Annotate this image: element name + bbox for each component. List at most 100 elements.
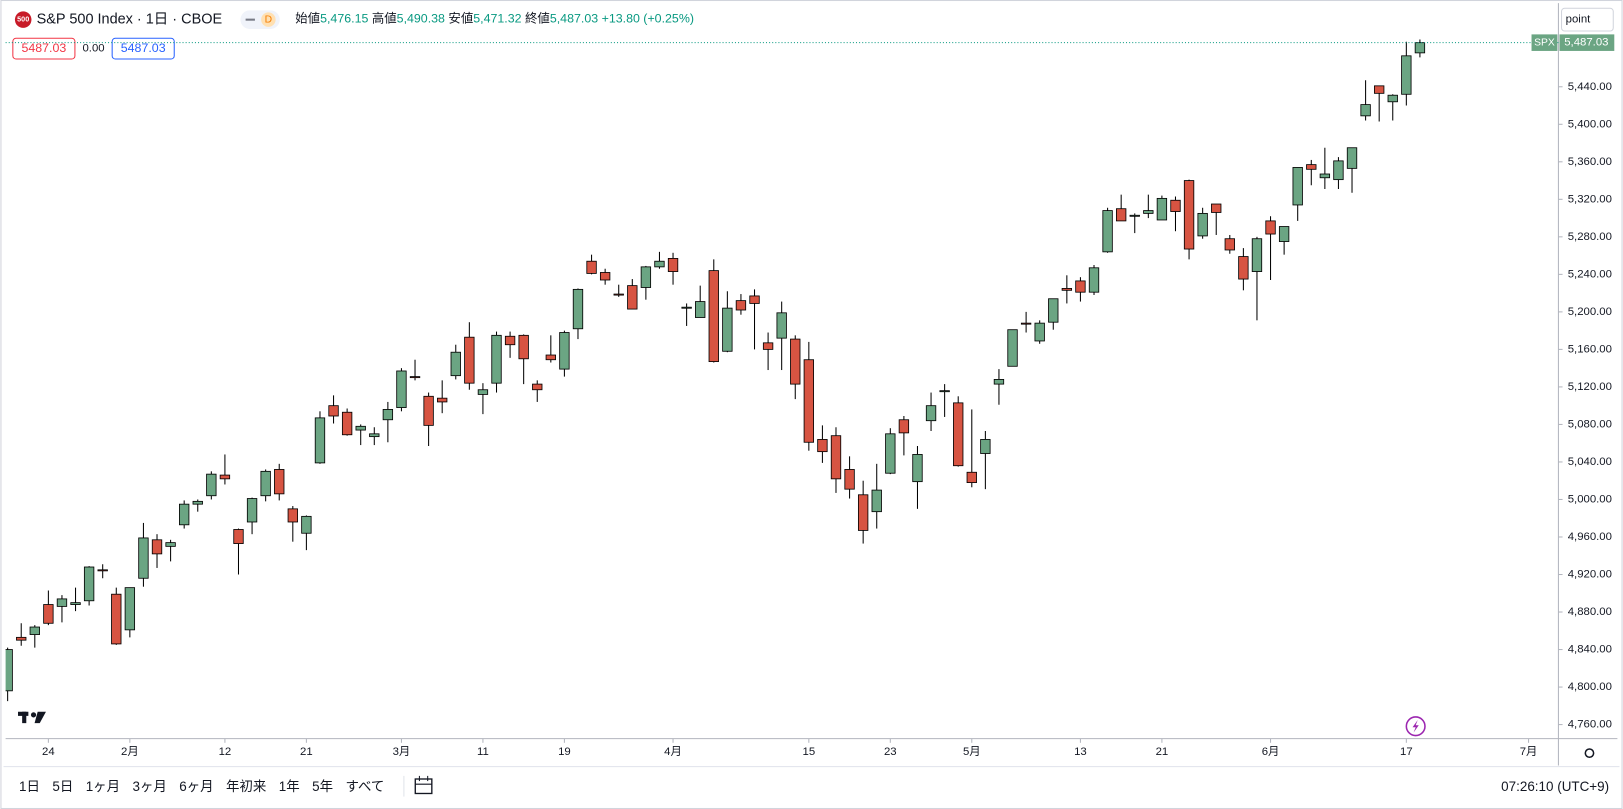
y-tick-label: 4,960.00: [1568, 531, 1612, 543]
ohlc-text: 始値5,476.15 高値5,490.38 安値5,471.32 終値5,487…: [295, 11, 694, 26]
candle-body: [477, 389, 489, 395]
scale-button[interactable]: [1561, 7, 1614, 32]
candle-body: [667, 258, 679, 272]
candle-body: [1211, 203, 1222, 213]
sell-box[interactable]: [12, 37, 76, 60]
candle-body: [966, 471, 977, 484]
candle-body: [1292, 167, 1303, 206]
range-button[interactable]: 6ヶ月: [179, 779, 213, 794]
x-tick-label: 13: [1074, 746, 1087, 758]
candle-body: [532, 383, 543, 391]
x-tick-label: 21: [300, 746, 313, 758]
candle-body: [790, 338, 801, 385]
candle-body: [1156, 197, 1168, 221]
candle-body: [1170, 199, 1181, 212]
plot: [5, 39, 1426, 702]
candle-body: [871, 489, 882, 513]
candle-body: [165, 542, 176, 547]
ohlc-label: 安値: [448, 11, 473, 26]
separator: ·: [168, 11, 181, 27]
candle-body: [1251, 238, 1263, 272]
candle-body: [1061, 288, 1073, 291]
candle-body: [776, 312, 787, 339]
price-value: 5,487.03: [1564, 37, 1608, 49]
candle-body: [640, 266, 652, 288]
candle-body: [192, 500, 203, 505]
symbol-badge: 500: [17, 15, 29, 24]
candle-body: [16, 636, 27, 641]
symbol-title: S&P 500 Index · 1日 · CBOE: [37, 11, 223, 27]
x-tick-label: 4月: [664, 746, 682, 758]
x-tick-label: 23: [884, 746, 897, 758]
price-value-bg: [1559, 34, 1615, 51]
x-tick-label: 6月: [1262, 746, 1280, 758]
range-button[interactable]: 1日: [19, 779, 40, 794]
price-symbol-bg: [1531, 34, 1558, 51]
ohlc-value: 5,487.03: [550, 12, 598, 26]
ohlc-label: 終値: [525, 11, 550, 26]
candle-body: [857, 494, 869, 531]
x-tick-label: 3月: [393, 746, 411, 758]
candle-body: [1143, 210, 1154, 214]
candle-body: [844, 469, 855, 490]
candle-body: [369, 433, 380, 438]
candle-body: [1265, 220, 1276, 235]
candle-body: [206, 473, 217, 497]
candle-body: [586, 260, 597, 274]
candle-body: [1346, 147, 1358, 169]
buy-box[interactable]: [111, 37, 175, 60]
range-button[interactable]: 5日: [52, 779, 73, 794]
candle-body: [396, 370, 407, 408]
range-button[interactable]: 1ヶ月: [86, 779, 120, 794]
x-tick-label: 15: [803, 746, 816, 758]
x-tick-label: 2月: [121, 746, 139, 758]
mode-dot: [261, 12, 276, 27]
x-tick-label: 21: [1156, 746, 1169, 758]
settings-icon[interactable]: [1584, 748, 1595, 759]
candle-body: [695, 301, 706, 318]
candle-body: [29, 626, 40, 635]
candle-body: [83, 566, 95, 602]
candle-body: [1048, 298, 1059, 323]
scale-button-label[interactable]: point: [1566, 14, 1591, 26]
candle-body: [151, 539, 163, 555]
y-tick-label: 5,440.00: [1568, 81, 1612, 93]
candle-body: [138, 537, 149, 579]
x-tick-label: 19: [558, 746, 571, 758]
y-tick-label: 4,760.00: [1568, 719, 1612, 731]
candle-body: [599, 272, 611, 281]
range-button[interactable]: すべて: [345, 779, 384, 794]
y-tick-label: 4,920.00: [1568, 569, 1612, 581]
candle-body: [518, 334, 529, 360]
candle-body: [803, 359, 815, 443]
range-button[interactable]: 3ヶ月: [132, 779, 166, 794]
y-tick-label: 4,840.00: [1568, 644, 1612, 656]
candle-body: [1387, 94, 1398, 103]
candle-body: [1075, 280, 1086, 293]
y-tick-label: 5,080.00: [1568, 418, 1612, 430]
candle-body: [450, 351, 461, 377]
y-tick-label: 5,160.00: [1568, 343, 1612, 355]
range-button[interactable]: 5年: [312, 779, 333, 794]
calendar-icon[interactable]: [414, 775, 433, 795]
range-button[interactable]: 1年: [279, 779, 300, 794]
candle-body: [437, 397, 448, 403]
y-tick-label: 5,000.00: [1568, 493, 1612, 505]
y-tick-label: 5,400.00: [1568, 118, 1612, 130]
candle-body: [1102, 210, 1113, 253]
sell-price[interactable]: 5487.03: [21, 41, 66, 55]
buy-price[interactable]: 5487.03: [121, 41, 166, 55]
candle-body: [912, 454, 923, 483]
candle-body: [1007, 329, 1018, 367]
mode-badge: D: [265, 14, 272, 25]
range-button[interactable]: 年初来: [226, 779, 266, 794]
candle-body: [314, 417, 326, 464]
candle-body: [1319, 173, 1331, 179]
candle-body: [1414, 42, 1426, 54]
candle-body: [817, 439, 828, 453]
candle-body: [939, 390, 950, 393]
y-tick-label: 5,120.00: [1568, 381, 1612, 393]
candle-body: [681, 306, 692, 309]
clock: 07:26:10 (UTC+9): [1501, 779, 1609, 794]
